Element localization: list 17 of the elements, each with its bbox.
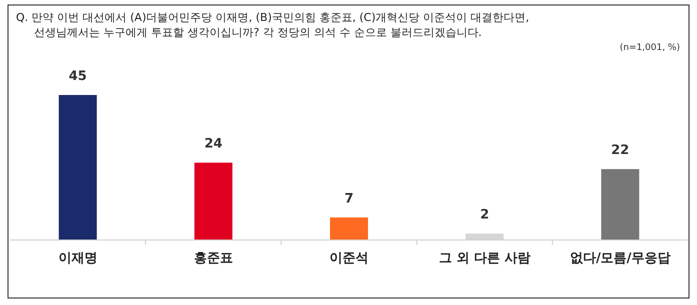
x-tick-label: 이재명 bbox=[58, 251, 98, 266]
data-label: 2 bbox=[480, 208, 490, 223]
chart-title: Q. 만약 이번 대선에서 (A)더불어민주당 이재명, (B)국민의힘 홍준표, (C)개혁신당 이준석이 대결한다면, bbox=[16, 11, 530, 24]
data-label: 7 bbox=[344, 191, 354, 206]
bar bbox=[58, 95, 97, 240]
bar bbox=[601, 169, 640, 240]
x-tick-label: 이준석 bbox=[330, 251, 368, 266]
data-label: 22 bbox=[611, 143, 630, 158]
data-label: 45 bbox=[68, 69, 87, 84]
bar bbox=[330, 217, 368, 240]
x-tick-label: 없다/모름/무응답 bbox=[570, 251, 670, 266]
chart-subtitle: 선생님께서는 누구에게 투표할 생각이십니까? 각 정당의 의석 수 순으로 불러드리겠습니다. bbox=[34, 26, 482, 39]
data-label: 24 bbox=[204, 136, 222, 152]
text: (n=1,001, %) bbox=[620, 43, 680, 53]
x-tick-label: 그 외 다른 사람 bbox=[438, 251, 530, 266]
bar bbox=[194, 162, 232, 240]
x-tick-label: 홍준표 bbox=[194, 251, 233, 266]
